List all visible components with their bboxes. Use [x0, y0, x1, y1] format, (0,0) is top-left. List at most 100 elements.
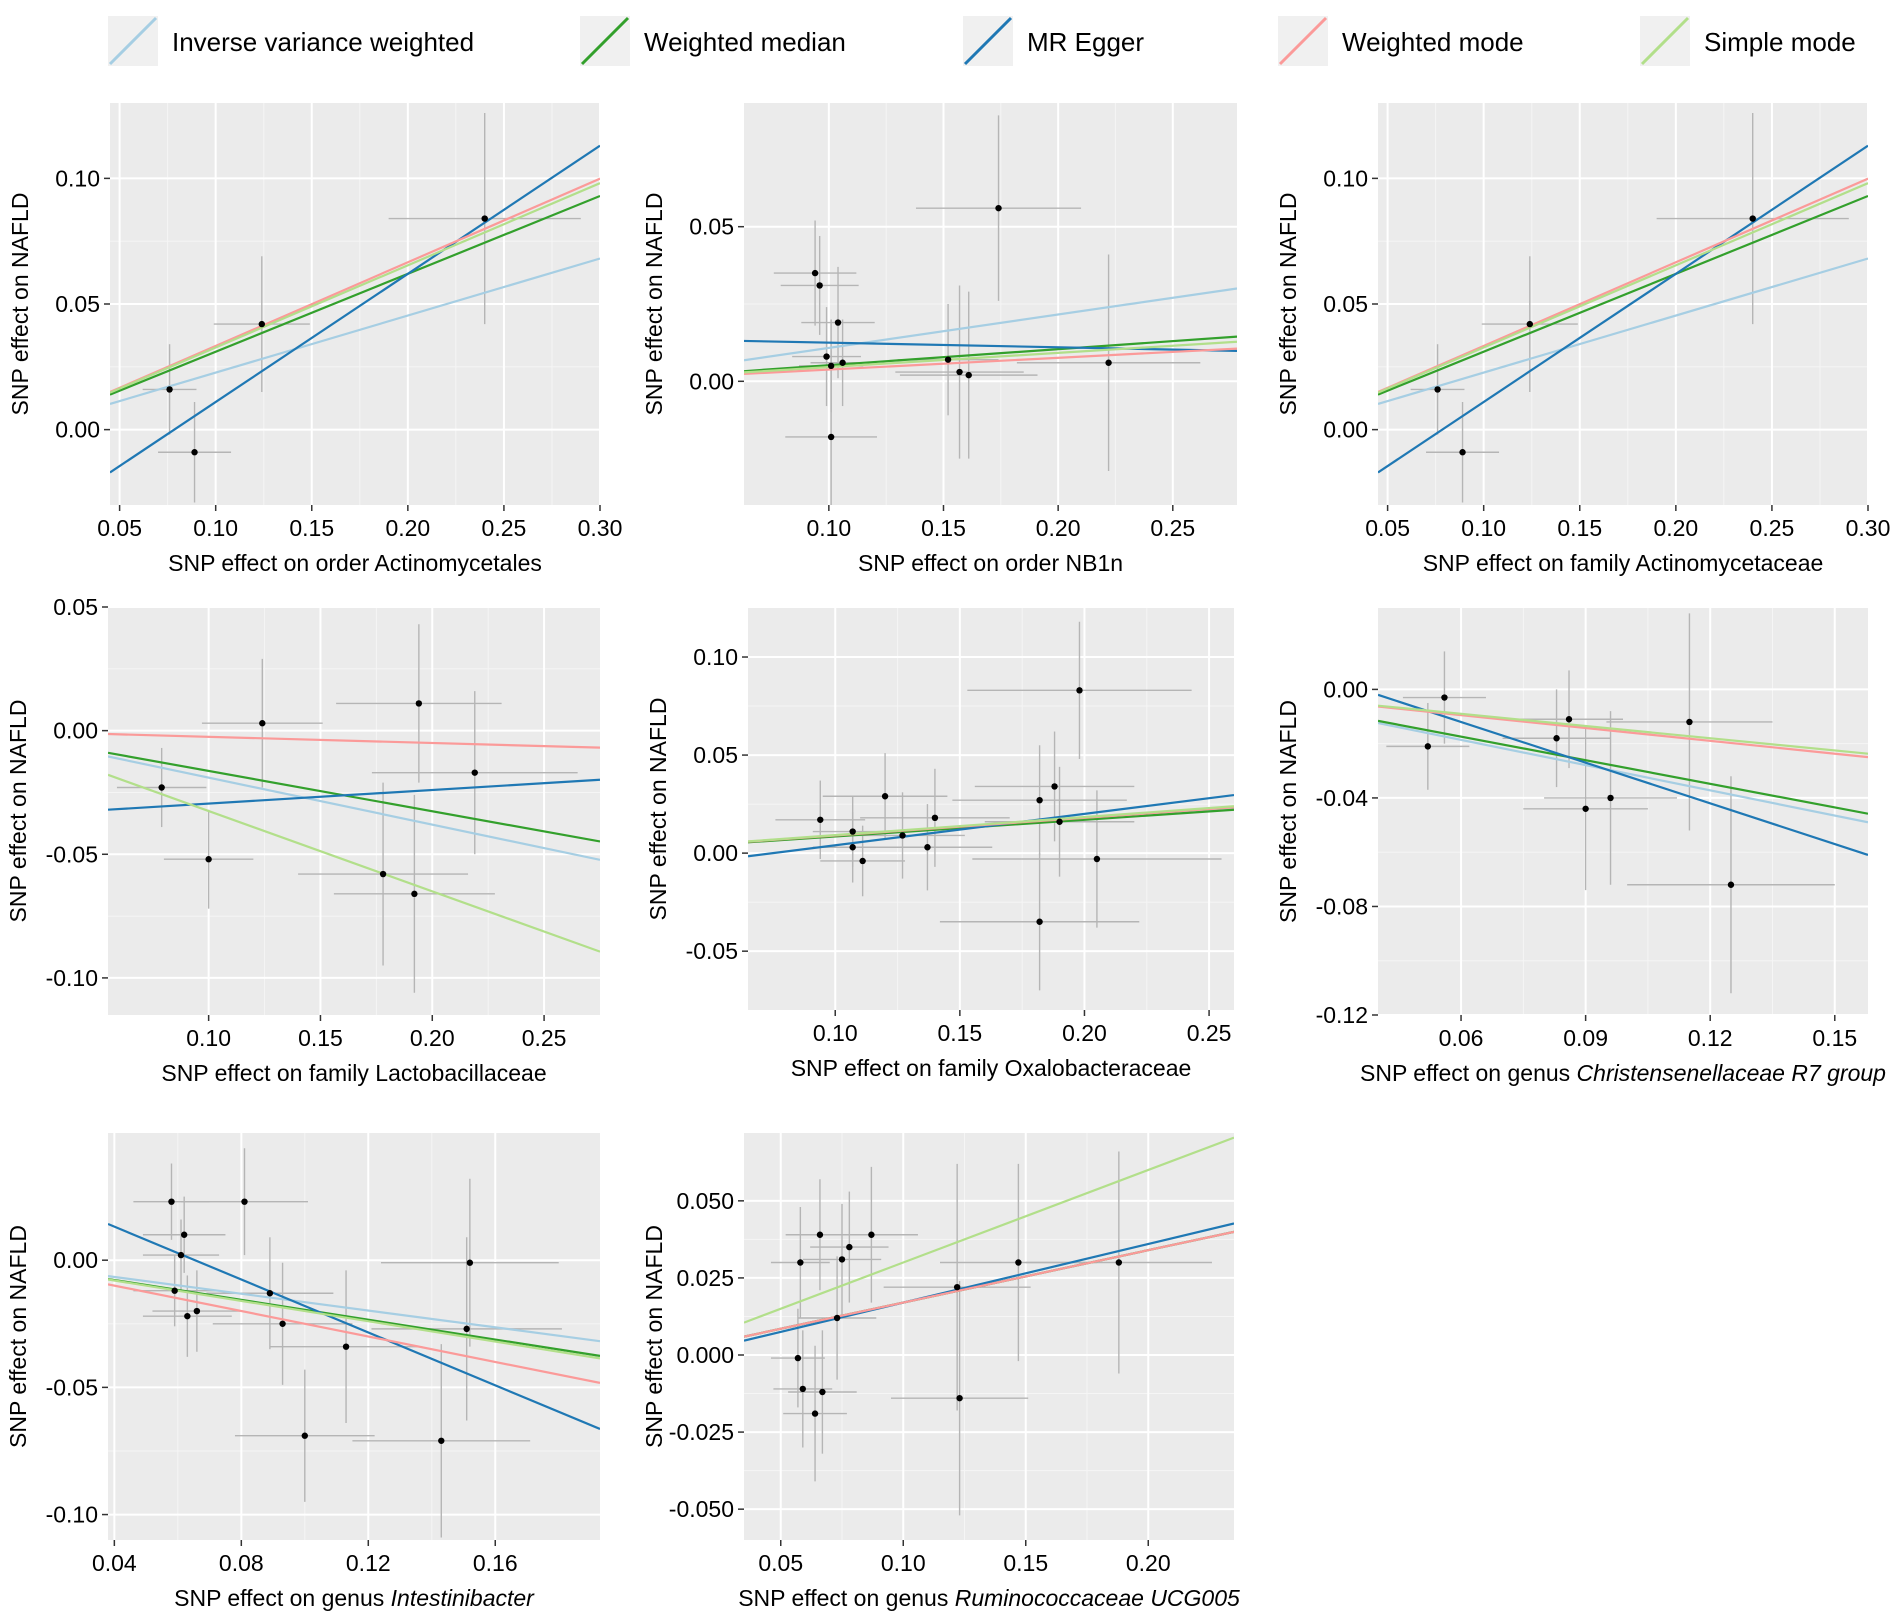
- snp-point: [1036, 918, 1043, 925]
- panel-5: 0.10 0.15 0.20 0.25 -0.05 0.00 0.05 0.10 SNP eff…: [645, 608, 1234, 1081]
- x-tick-label: 0.20: [1126, 1550, 1171, 1576]
- x-tick-label: 0.12: [1688, 1025, 1733, 1051]
- snp-point: [463, 1325, 470, 1333]
- panel-4-background: [108, 607, 600, 1015]
- y-axis-title: SNP effect on NAFLD: [5, 1225, 31, 1448]
- x-tick-label: 0.16: [473, 1550, 518, 1576]
- x-tick-label: 0.15: [298, 1025, 343, 1051]
- panels: 0.05 0.10 0.15 0.20 0.25 0.30 0.00 0.05 0.10 SNP …: [5, 103, 1890, 1611]
- snp-point: [241, 1198, 248, 1205]
- snp-point: [1526, 320, 1534, 328]
- snp-point: [1015, 1259, 1022, 1266]
- panel-6-plot: [1378, 613, 1868, 994]
- legend-label-weighted-mode: Weighted mode: [1342, 27, 1524, 57]
- snp-point: [1056, 818, 1063, 825]
- y-tick-label: 0.00: [53, 1247, 98, 1273]
- regression-line-inverse-variance-weighted: [108, 1275, 600, 1343]
- snp-point: [184, 1312, 191, 1320]
- x-tick-label: 0.15: [1003, 1550, 1048, 1576]
- y-tick-label: -0.04: [1316, 785, 1369, 811]
- legend: Inverse variance weighted Weighted media…: [108, 16, 1856, 66]
- x-tick-label: 0.15: [1557, 515, 1602, 541]
- regression-line-weighted-median: [1378, 719, 1868, 815]
- snp-point: [438, 1437, 445, 1444]
- panel-3: 0.05 0.10 0.15 0.20 0.25 0.30 0.00 0.05 0.10 SNP …: [1275, 103, 1890, 576]
- legend-line-simple-mode: [1640, 16, 1690, 66]
- snp-point: [859, 857, 866, 865]
- y-tick-label: 0.025: [676, 1265, 734, 1291]
- y-axis-title: SNP effect on NAFLD: [1275, 193, 1301, 416]
- y-tick-label: -0.10: [46, 1502, 98, 1528]
- x-axis-title-prefix: SNP effect on order: [168, 550, 374, 576]
- x-tick-label: 0.15: [289, 515, 334, 541]
- regression-line-weighted-mode: [108, 1283, 600, 1385]
- x-axis-title-prefix: SNP effect on genus: [1360, 1060, 1577, 1086]
- x-tick-label: 0.08: [219, 1550, 264, 1576]
- x-axis-title-taxon: Lactobacillaceae: [375, 1060, 546, 1086]
- regression-line-mr-egger: [110, 144, 600, 474]
- x-tick-label: 0.20: [1036, 515, 1081, 541]
- regression-line-weighted-median: [110, 194, 600, 396]
- legend-label-simple-mode: Simple mode: [1704, 27, 1856, 57]
- snp-point: [1051, 783, 1058, 790]
- snp-point: [1076, 687, 1083, 694]
- x-axis-title: SNP effect on family Lactobacillaceae: [161, 1060, 546, 1086]
- x-axis-title-prefix: SNP effect on genus: [174, 1585, 391, 1611]
- snp-point: [849, 844, 856, 851]
- y-tick-label: 0.00: [1323, 676, 1368, 702]
- regression-line-simple-mode: [748, 805, 1234, 843]
- panel-2-plot: [744, 115, 1237, 505]
- snp-point: [956, 1394, 963, 1402]
- regression-line-inverse-variance-weighted: [744, 287, 1237, 362]
- snp-point: [816, 282, 823, 289]
- snp-point: [794, 1354, 802, 1362]
- y-axis-title: SNP effect on NAFLD: [641, 1225, 667, 1448]
- x-tick-label: 0.12: [346, 1550, 391, 1576]
- x-axis-title-taxon: Ruminococcaceae UCG005: [955, 1585, 1240, 1611]
- panel-8: 0.05 0.10 0.15 0.20 -0.050 -0.025 0.000 0.025 0.…: [641, 1133, 1240, 1611]
- x-axis-title: SNP effect on genus Christensenellaceae …: [1360, 1060, 1886, 1086]
- panel-5-grid: [748, 608, 1234, 1010]
- snp-point: [180, 1231, 188, 1238]
- legend-line-weighted-median: [580, 16, 630, 66]
- regression-line-mr-egger: [108, 1222, 600, 1431]
- x-tick-label: 0.09: [1563, 1025, 1608, 1051]
- snp-point: [177, 1251, 185, 1259]
- snp-point: [956, 368, 963, 376]
- snp-point: [1105, 359, 1112, 366]
- panel-3-plot: [1378, 113, 1868, 503]
- x-axis-title-prefix: SNP effect on family: [1423, 550, 1636, 576]
- snp-point: [415, 700, 423, 707]
- panel-8-plot: [744, 1136, 1234, 1516]
- x-tick-label: 0.10: [806, 515, 851, 541]
- snp-point: [838, 1256, 846, 1263]
- snp-point: [1582, 805, 1589, 812]
- panel-7-background: [108, 1133, 600, 1540]
- x-tick-label: 0.15: [937, 1020, 982, 1046]
- snp-point: [411, 890, 418, 898]
- x-tick-label: 0.06: [1439, 1025, 1484, 1051]
- y-tick-label: 0.00: [55, 417, 100, 443]
- regression-line-mr-egger: [744, 1222, 1234, 1342]
- snp-point: [1727, 881, 1735, 888]
- regression-line-inverse-variance-weighted: [110, 257, 600, 406]
- snp-point: [817, 816, 824, 823]
- x-tick-label: 0.30: [1846, 515, 1891, 541]
- snp-point: [171, 1287, 178, 1294]
- snp-point: [1434, 386, 1441, 393]
- x-axis-title: SNP effect on genus Ruminococcaceae UCG0…: [738, 1585, 1240, 1611]
- regression-line-mr-egger: [1378, 144, 1868, 474]
- snp-point: [816, 1231, 824, 1238]
- snp-point: [481, 215, 488, 222]
- x-axis-title-taxon: Actinomycetales: [374, 550, 541, 576]
- panel-1-plot: [110, 113, 600, 503]
- y-tick-label: -0.10: [46, 965, 98, 991]
- snp-point: [1093, 855, 1101, 863]
- snp-point: [1749, 215, 1756, 222]
- legend-item-simple-mode: Simple mode: [1640, 16, 1856, 66]
- snp-point: [1607, 794, 1614, 802]
- x-axis-title-taxon: Christensenellaceae R7 group: [1577, 1060, 1887, 1086]
- x-axis-title-prefix: SNP effect on genus: [738, 1585, 955, 1611]
- y-tick-label: 0.00: [689, 368, 734, 394]
